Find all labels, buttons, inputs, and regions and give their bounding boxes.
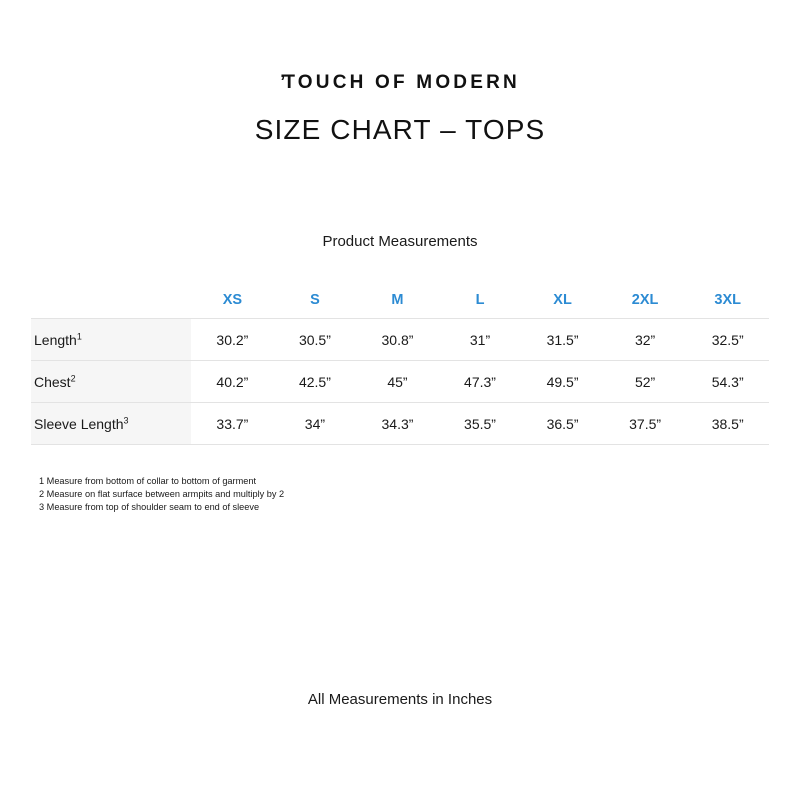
cell-length-3xl: 32.5” [686, 318, 769, 361]
row-label-sleeve-length: Sleeve Length3 [31, 402, 192, 445]
cell-length-l: 31” [438, 318, 522, 361]
section-heading: Product Measurements [322, 233, 478, 250]
page-title: SIZE CHART – TOPS [254, 114, 546, 145]
column-header-s: S [310, 292, 320, 308]
brand-mark-icon: ’ [280, 72, 286, 93]
row-label-text: Sleeve Length [34, 415, 124, 432]
column-header-blank [31, 282, 191, 319]
cell-sleeve-length-m: 34.3” [356, 402, 439, 445]
column-header-xs: XS [222, 292, 243, 308]
cell-chest-xs: 40.2” [191, 360, 274, 403]
cell-sleeve-length-xl: 36.5” [521, 402, 604, 445]
size-table-container: XS S M L XL 2XL 3XL Length1 30.2” 30.5” … [31, 282, 769, 445]
cell-sleeve-length-s: 34” [273, 402, 357, 445]
cell-length-xs: 30.2” [191, 318, 274, 361]
cell-sleeve-length-xs: 33.7” [191, 402, 274, 445]
cell-chest-3xl: 54.3” [686, 360, 769, 403]
row-label-footnote-marker: 2 [70, 372, 76, 383]
row-label-footnote-marker: 1 [76, 330, 82, 341]
brand-name: TOUCH OF MODERN [283, 72, 520, 93]
row-label-text: Chest [34, 373, 71, 390]
table-header-row: XS S M L XL 2XL 3XL [31, 282, 769, 319]
table-row: Sleeve Length3 33.7” 34” 34.3” 35.5” 36.… [31, 402, 769, 445]
column-header-3xl: 3XL [714, 292, 741, 308]
column-header-l: L [475, 292, 485, 308]
footnotes: 1 Measure from bottom of collar to botto… [39, 475, 284, 515]
cell-length-m: 30.8” [356, 318, 439, 361]
table-row: Chest2 40.2” 42.5” 45” 47.3” 49.5” 52” 5… [31, 360, 769, 403]
cell-sleeve-length-2xl: 37.5” [603, 402, 687, 445]
cell-length-s: 30.5” [273, 318, 357, 361]
cell-length-xl: 31.5” [521, 318, 604, 361]
footnote-3: 3 Measure from top of shoulder seam to e… [39, 502, 260, 513]
column-header-2xl: 2XL [631, 292, 659, 308]
brand-logo: ’TOUCH OF MODERN [0, 72, 800, 94]
column-header-m: M [391, 292, 404, 308]
footnote-2: 2 Measure on flat surface between armpit… [39, 489, 285, 500]
row-label-footnote-marker: 3 [123, 414, 129, 425]
cell-sleeve-length-3xl: 38.5” [686, 402, 769, 445]
cell-length-2xl: 32” [603, 318, 687, 361]
row-label-text: Length [34, 331, 77, 348]
column-header-xl: XL [553, 292, 572, 308]
cell-sleeve-length-l: 35.5” [438, 402, 522, 445]
measurement-unit-caption: All Measurements in Inches [307, 691, 493, 708]
row-label-length: Length1 [31, 318, 192, 361]
cell-chest-s: 42.5” [273, 360, 357, 403]
cell-chest-2xl: 52” [603, 360, 687, 403]
row-label-chest: Chest2 [31, 360, 192, 403]
table-row: Length1 30.2” 30.5” 30.8” 31” 31.5” 32” … [31, 318, 769, 361]
cell-chest-xl: 49.5” [521, 360, 604, 403]
size-table: XS S M L XL 2XL 3XL Length1 30.2” 30.5” … [31, 282, 769, 445]
cell-chest-l: 47.3” [438, 360, 522, 403]
cell-chest-m: 45” [356, 360, 439, 403]
footnote-1: 1 Measure from bottom of collar to botto… [39, 476, 257, 486]
